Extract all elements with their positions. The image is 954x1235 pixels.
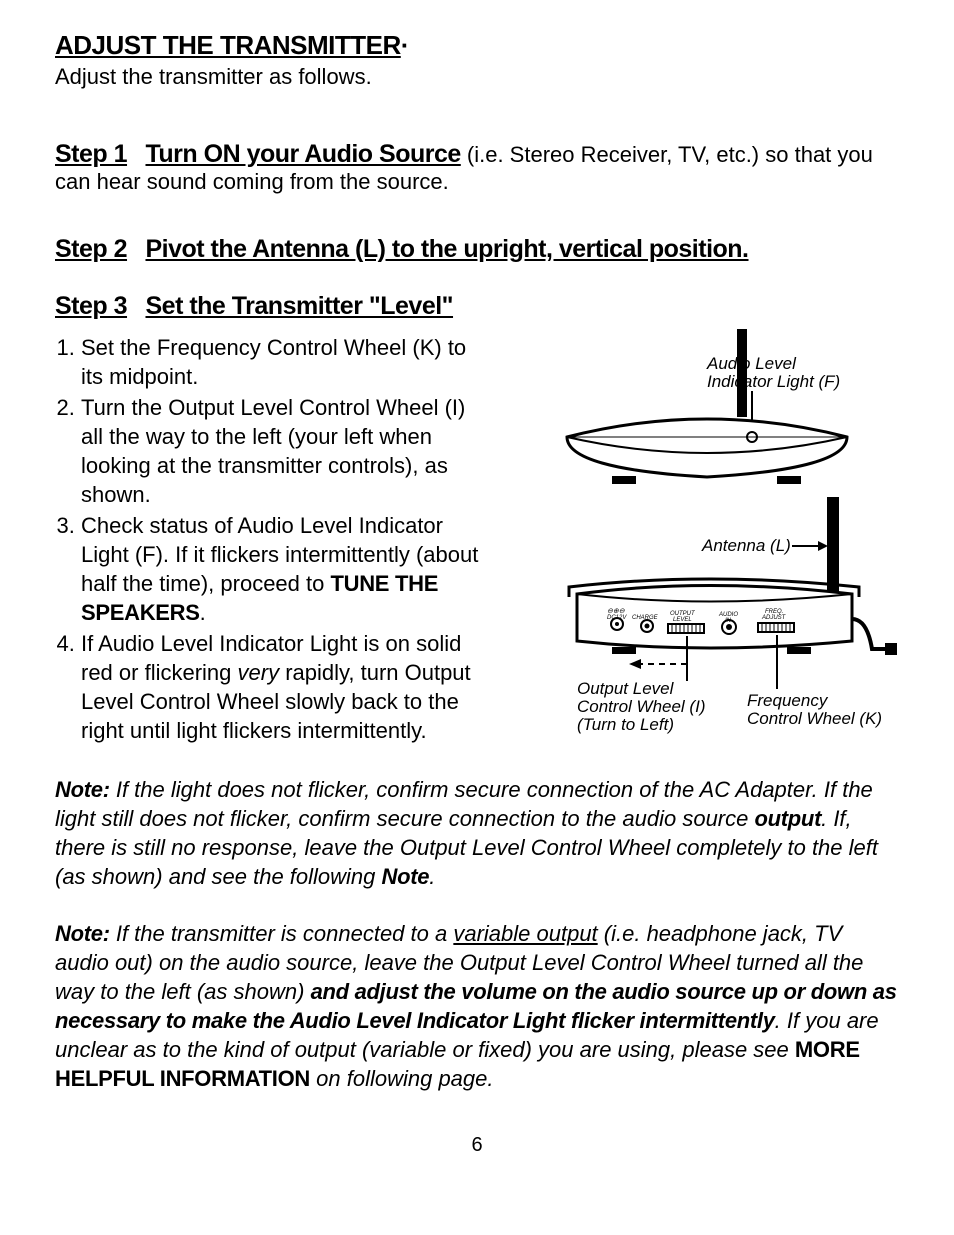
section-intro: Adjust the transmitter as follows.	[55, 63, 899, 92]
step-3-content: Set the Frequency Control Wheel (K) to i…	[55, 329, 899, 747]
list-item: Check status of Audio Level Indicator Li…	[81, 511, 491, 627]
note-1-lead: Note:	[55, 777, 110, 802]
transmitter-diagram: Audio Level Indicator Light (F)	[507, 329, 897, 739]
step-1: Step 1 Turn ON your Audio Source (i.e. S…	[55, 140, 899, 195]
note-2-lead: Note:	[55, 921, 110, 946]
step-3: Step 3 Set the Transmitter "Level"	[55, 292, 899, 321]
svg-text:⊖⊕⊖: ⊖⊕⊖	[607, 608, 625, 615]
page-number: 6	[0, 1134, 954, 1157]
section-title: ADJUST THE TRANSMITTER	[55, 30, 401, 60]
list-item: Turn the Output Level Control Wheel (I) …	[81, 393, 491, 509]
svg-text:LEVEL: LEVEL	[673, 617, 692, 623]
list-item: If Audio Level Indicator Light is on sol…	[81, 629, 491, 745]
step-1-title: Turn ON your Audio Source	[145, 140, 460, 168]
diagram-label-freq2: Control Wheel (K)	[747, 709, 882, 728]
step-3-list-col: Set the Frequency Control Wheel (K) to i…	[55, 329, 491, 747]
diagram-label-out1: Output Level	[577, 679, 675, 698]
section-header: ADJUST THE TRANSMITTER·	[55, 30, 899, 61]
note-1: Note: If the light does not flicker, con…	[55, 775, 899, 891]
svg-text:ADJUST: ADJUST	[761, 615, 787, 621]
svg-text:IN: IN	[725, 618, 732, 624]
note-2: Note: If the transmitter is connected to…	[55, 919, 899, 1093]
step-1-label: Step 1	[55, 140, 127, 168]
svg-text:CHARGE: CHARGE	[632, 615, 659, 621]
diagram-label-audio2: Indicator Light (F)	[707, 372, 840, 391]
svg-text:DC12V: DC12V	[607, 615, 627, 621]
step-3-diagram-col: Audio Level Indicator Light (F)	[505, 329, 899, 747]
diagram-label-out3: (Turn to Left)	[577, 715, 674, 734]
diagram-label-audio1: Audio Level	[706, 354, 797, 373]
manual-page: ADJUST THE TRANSMITTER· Adjust the trans…	[0, 0, 954, 1235]
step-2: Step 2 Pivot the Antenna (L) to the upri…	[55, 235, 899, 264]
step-2-title: Pivot the Antenna (L) to the upright, ve…	[145, 235, 748, 263]
diagram-label-antenna: Antenna (L)	[701, 536, 791, 555]
step-3-title: Set the Transmitter "Level"	[145, 292, 453, 320]
diagram-label-out2: Control Wheel (I)	[577, 697, 705, 716]
step-3-list: Set the Frequency Control Wheel (K) to i…	[55, 333, 491, 745]
step-2-label: Step 2	[55, 235, 127, 263]
list-item: Set the Frequency Control Wheel (K) to i…	[81, 333, 491, 391]
step-3-label: Step 3	[55, 292, 127, 320]
diagram-label-freq1: Frequency	[747, 691, 829, 710]
